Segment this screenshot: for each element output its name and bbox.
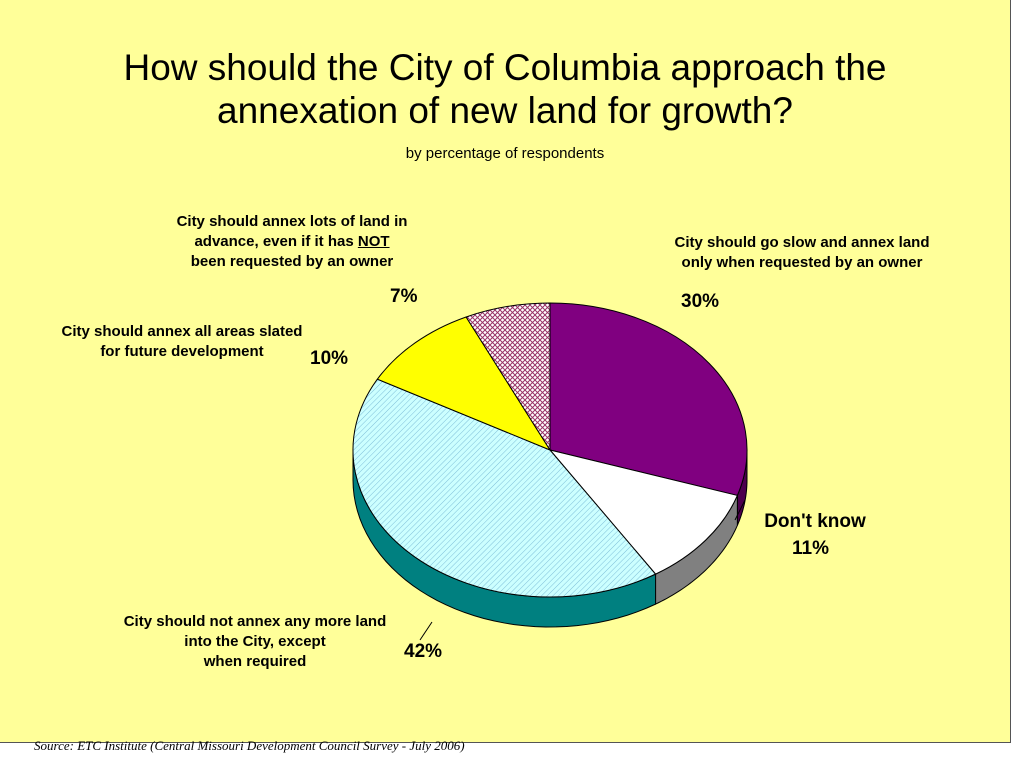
slice-label-not-annex-line-3: when required [203,653,307,670]
slice-label-annex-slated-line-2: for future development [100,343,264,360]
slice-value-annex-slated: 10% [310,348,349,369]
slice-label-annex-in-advance-line-3: been requested by an owner [190,253,394,270]
slide-background: How should the City of Columbia approach… [0,0,1011,753]
chart-subtitle: by percentage of respondents [405,145,605,162]
slice-label-annex-in-advance-line-1: City should annex lots of land in [176,213,408,230]
pie-slice-annex-in-advance [465,302,551,451]
slice-label-go-slow: City should go slow and annex land only … [612,233,992,273]
slice-label-dont-know-line-1: Don't know [764,511,866,532]
slice-label-annex-slated-line-1: City should annex all areas slated [61,323,303,340]
slice-label-go-slow-line-1: City should go slow and annex land [674,234,930,251]
slice-value-go-slow: 30% [681,291,720,312]
leader-line-not-annex [419,621,433,641]
slice-label-not-annex-line-2: into the City, except [184,633,326,650]
slice-label-annex-slated: City should annex all areas slated for f… [22,322,342,362]
slice-label-annex-in-advance-line-2: advance, even if it has NOT [112,232,472,252]
pie-slice-go-slow [549,302,748,496]
chart-title-line-2: annexation of new land for growth? [217,90,793,131]
slice-value-dont-know: 11% [792,538,829,559]
chart-title-line-1: How should the City of Columbia approach… [123,47,887,88]
slice-label-annex-in-advance-emphasis: NOT [357,233,390,250]
source-note: Source: ETC Institute (Central Missouri … [34,738,465,753]
pie-slice-dont-know [549,449,738,575]
slice-label-annex-in-advance: City should annex lots of land in advanc… [112,212,472,272]
slice-value-annex-in-advance: 7% [390,286,418,307]
slice-label-not-annex: City should not annex any more land into… [70,612,440,672]
pie-chart [352,302,748,641]
slice-label-not-annex-line-1: City should not annex any more land [123,613,387,630]
leader-line-dont-know [734,499,746,521]
pie-slice-not-annex [352,378,657,598]
slice-value-not-annex: 42% [404,641,443,662]
slice-label-go-slow-line-2: only when requested by an owner [681,254,923,271]
slice-label-annex-in-advance-text: advance, even if it has [194,233,358,250]
pie-slice-annex-slated [376,316,551,451]
chart-title: How should the City of Columbia approach… [60,46,950,132]
slice-label-dont-know: Don't know [740,510,890,534]
